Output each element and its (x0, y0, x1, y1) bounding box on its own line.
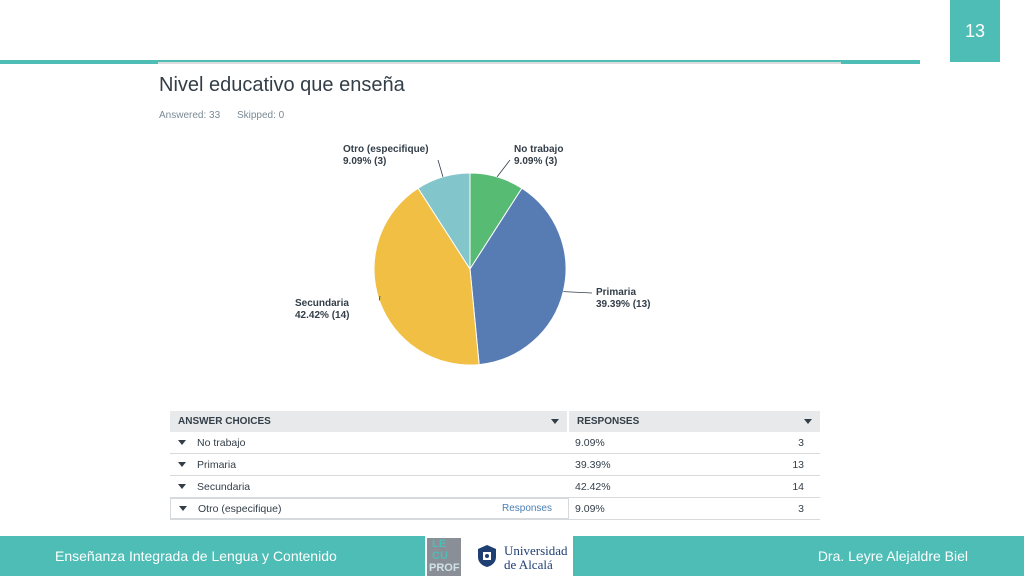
slice-label-value: 39.39% (13) (596, 299, 650, 310)
slice-label-name: No trabajo (514, 144, 563, 155)
answered-count: Answered: 33 (159, 110, 221, 121)
leader-line (563, 291, 593, 294)
course-title: Enseñanza Integrada de Lengua y Contenid… (55, 548, 337, 564)
answer-choices-header[interactable]: ANSWER CHOICES (170, 411, 567, 432)
university-line2: de Alcalá (504, 557, 553, 572)
answer-table: ANSWER CHOICES RESPONSES No trabajo 9.09… (170, 411, 820, 520)
slice-label-value: 9.09% (3) (343, 156, 386, 167)
response-count: 3 (798, 502, 804, 515)
response-count: 14 (792, 480, 804, 493)
pie-slice-primaria (469, 187, 567, 366)
table-header: ANSWER CHOICES RESPONSES (170, 411, 820, 432)
response-percent: 9.09% (575, 436, 605, 449)
slice-label-name: Secundaria (295, 298, 349, 309)
header-rule-inner (158, 62, 841, 64)
expand-caret-icon[interactable] (178, 462, 186, 467)
expand-caret-icon[interactable] (178, 440, 186, 445)
expand-caret-icon[interactable] (179, 506, 187, 511)
response-meta: Answered: 33 Skipped: 0 (159, 110, 298, 121)
leader-line (496, 159, 511, 178)
slice-label-value: 42.42% (14) (295, 310, 349, 321)
responses-header[interactable]: RESPONSES (569, 411, 820, 432)
response-percent: 9.09% (575, 502, 605, 515)
leader-line (378, 295, 381, 301)
choice-label: Secundaria (197, 480, 251, 493)
choice-label: Primaria (197, 458, 237, 471)
slice-label-name: Primaria (596, 287, 636, 298)
expand-caret-icon[interactable] (178, 484, 186, 489)
table-row: Secundaria 42.42% 14 (170, 476, 820, 498)
answer-choices-header-label: ANSWER CHOICES (178, 416, 271, 427)
leader-line (437, 159, 444, 178)
university-logo-text: Universidad de Alcalá (504, 544, 568, 572)
response-percent: 39.39% (575, 458, 611, 471)
university-seal-icon (478, 545, 496, 567)
table-row: Primaria 39.39% 13 (170, 454, 820, 476)
sort-caret-icon[interactable] (551, 419, 559, 424)
university-line1: Universidad (504, 543, 568, 558)
pie-slice-otro-especifique (417, 172, 471, 271)
response-count: 13 (792, 458, 804, 471)
lecuprof-logo: LE CU PROF (427, 538, 461, 576)
responses-link[interactable]: Responses (501, 503, 552, 514)
table-row: Otro (especifique) Responses 9.09% 3 (170, 498, 820, 520)
table-row: No trabajo 9.09% 3 (170, 432, 820, 454)
response-count: 3 (798, 436, 804, 449)
slice-label-name: Otro (especifique) (343, 144, 429, 155)
choice-label: No trabajo (197, 436, 246, 449)
sort-caret-icon[interactable] (804, 419, 812, 424)
choice-label: Otro (especifique) (198, 502, 282, 515)
author-name: Dra. Leyre Alejaldre Biel (817, 548, 968, 564)
slice-label-value: 9.09% (3) (514, 156, 557, 167)
responses-header-label: RESPONSES (577, 416, 640, 427)
skipped-count: Skipped: 0 (236, 110, 285, 121)
page-number: 13 (950, 0, 1000, 62)
question-title: Nivel educativo que enseña (159, 74, 405, 96)
response-percent: 42.42% (575, 480, 611, 493)
